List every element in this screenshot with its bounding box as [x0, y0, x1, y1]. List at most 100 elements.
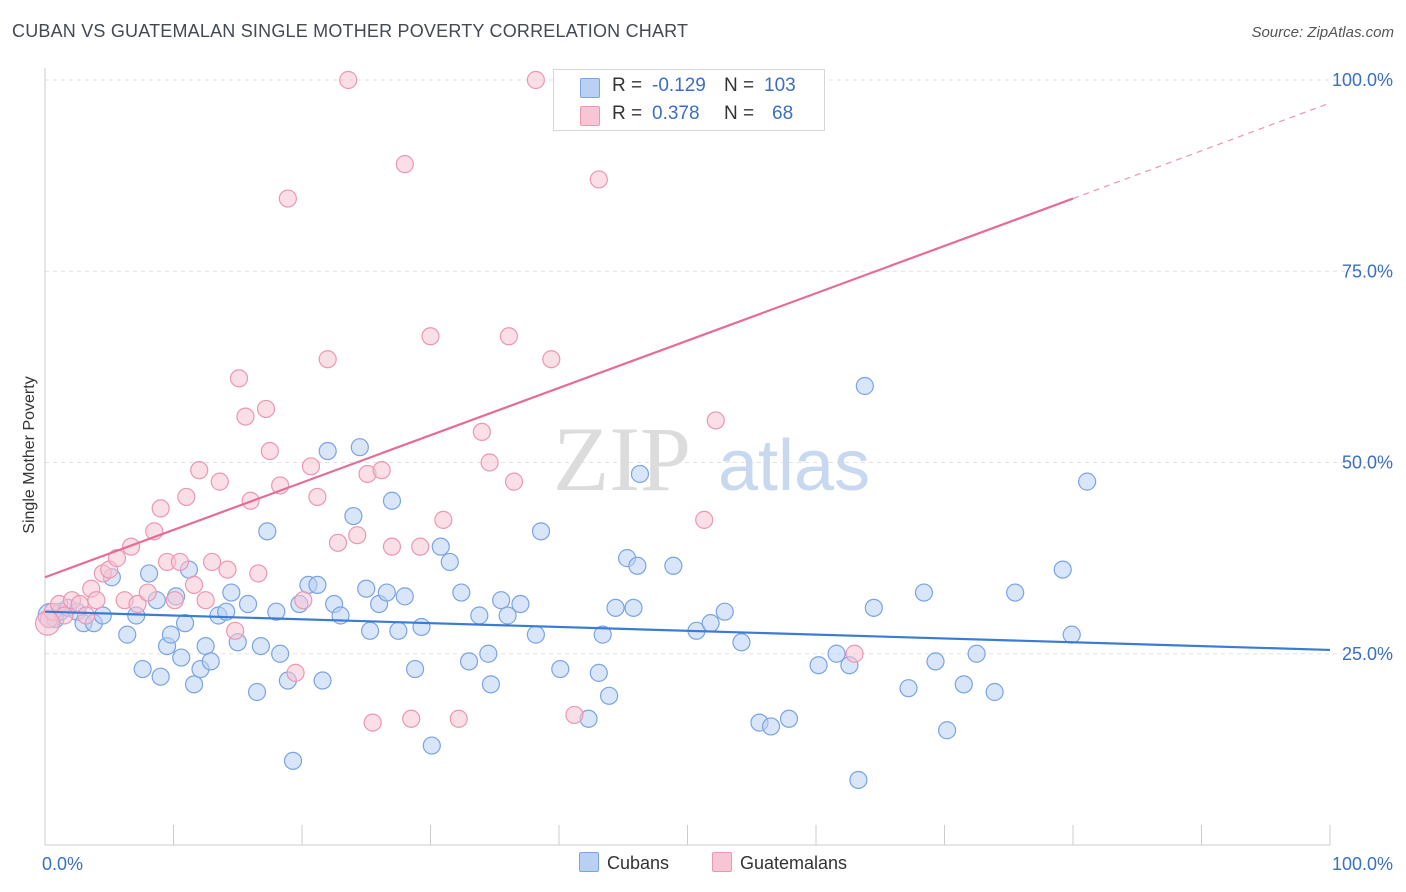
- legend-r-label: R =: [612, 103, 643, 124]
- cuban-point: [498, 606, 517, 625]
- cuban-point: [481, 675, 500, 694]
- trend-lines: [44, 102, 1331, 652]
- cuban-point: [967, 644, 986, 663]
- guatemalans-trend-extension: [1072, 102, 1331, 200]
- cuban-point: [382, 491, 402, 510]
- cuban-point: [318, 441, 337, 461]
- legend-r-value-guatemalans: 0.378: [652, 103, 700, 124]
- y-tick-label: 25.0%: [1342, 644, 1393, 664]
- guatemalan-point: [218, 560, 237, 579]
- guatemalan-point: [77, 606, 96, 625]
- cuban-point: [440, 552, 459, 572]
- guatemalan-point: [138, 583, 157, 602]
- guatemalan-point: [348, 526, 367, 545]
- guatemalan-point: [565, 705, 584, 725]
- cuban-point: [459, 652, 479, 671]
- guatemalan-point: [395, 155, 414, 174]
- guatemalan-point: [236, 407, 255, 426]
- cubans-trend-line: [44, 610, 1331, 652]
- legend-n-label: N =: [724, 103, 755, 124]
- legend-n-label: N =: [724, 75, 755, 96]
- guatemalan-point: [480, 453, 499, 472]
- cuban-point: [479, 644, 498, 663]
- guatemalan-point: [165, 591, 184, 610]
- cuban-point: [133, 659, 152, 679]
- guatemalans-points: [34, 70, 864, 732]
- y-tick-label: 100.0%: [1332, 70, 1393, 90]
- cuban-point: [222, 583, 241, 602]
- cuban-point: [899, 679, 918, 698]
- bottom-legend-swatch-guatemalans: [712, 852, 732, 872]
- watermark-atlas: atlas: [718, 426, 870, 506]
- guatemalan-point: [526, 70, 545, 90]
- watermark-zip: ZIP: [553, 408, 691, 510]
- cuban-point: [251, 636, 270, 656]
- cuban-point: [350, 438, 369, 457]
- cuban-point: [161, 625, 181, 644]
- cuban-point: [628, 556, 647, 575]
- guatemalan-point: [845, 644, 864, 663]
- cuban-point: [779, 709, 799, 728]
- cuban-point: [201, 652, 220, 671]
- cuban-point: [715, 602, 734, 621]
- cuban-point: [606, 598, 625, 617]
- guatemalan-point: [402, 709, 421, 728]
- chart-title: CUBAN VS GUATEMALAN SINGLE MOTHER POVERT…: [12, 21, 689, 41]
- guatemalan-point: [278, 189, 297, 208]
- cuban-point: [247, 682, 267, 702]
- legend-r-value-cubans: -0.129: [652, 75, 706, 96]
- guatemalan-point: [128, 594, 147, 614]
- cuban-point: [624, 598, 643, 617]
- cuban-point: [593, 625, 612, 644]
- cuban-point: [422, 736, 441, 755]
- cuban-point: [589, 663, 608, 682]
- watermark: ZIP atlas: [553, 408, 870, 510]
- legend-row-guatemalans: R = 0.378 N = 68: [554, 101, 824, 129]
- guatemalan-point: [190, 461, 209, 480]
- cuban-point: [937, 721, 957, 740]
- bottom-legend-guatemalans: Guatemalans: [712, 852, 847, 874]
- tick-labels: 25.0% 50.0% 75.0% 100.0% 0.0% 100.0%: [42, 70, 1393, 874]
- cuban-point: [926, 652, 945, 671]
- cuban-point: [238, 594, 258, 614]
- cuban-point: [308, 575, 327, 595]
- cuban-point: [395, 587, 414, 606]
- guatemalan-point: [499, 327, 518, 346]
- guatemalan-point: [472, 422, 491, 441]
- legend-swatch-guatemalans: [580, 106, 600, 126]
- axes: [44, 68, 1331, 846]
- cuban-point: [827, 644, 846, 663]
- cuban-point: [1053, 560, 1072, 579]
- cuban-point: [1006, 583, 1025, 602]
- guatemalan-point: [177, 487, 196, 507]
- cuban-point: [431, 537, 450, 556]
- guatemalan-point: [542, 350, 561, 369]
- cuban-point: [271, 644, 290, 663]
- cuban-point: [313, 671, 332, 690]
- cuban-point: [377, 583, 396, 602]
- cuban-point: [283, 751, 303, 770]
- guatemalan-point: [308, 487, 327, 507]
- legend-n-value-cubans: 103: [764, 75, 796, 96]
- cuban-point: [1078, 472, 1097, 491]
- cuban-point: [551, 659, 570, 679]
- bottom-legend-swatch-cubans: [579, 852, 599, 872]
- guatemalan-point: [170, 552, 190, 572]
- correlation-legend: R = -0.129 N = 103 R = 0.378 N = 68: [553, 69, 825, 131]
- cuban-point: [732, 633, 751, 652]
- cuban-point: [1062, 625, 1081, 644]
- cuban-point: [664, 556, 683, 575]
- guatemalan-point: [328, 533, 348, 552]
- cuban-point: [412, 617, 431, 637]
- cuban-point: [849, 770, 868, 790]
- legend-row-cubans: R = -0.129 N = 103: [554, 73, 824, 101]
- guatemalan-point: [210, 472, 229, 491]
- x-tick-label: 100.0%: [1332, 854, 1393, 874]
- cuban-point: [701, 614, 720, 633]
- cuban-point: [196, 636, 215, 656]
- guatemalan-point: [339, 70, 358, 90]
- guatemalan-point: [286, 663, 305, 682]
- guatemalan-point: [706, 411, 725, 430]
- legend-n-value-guatemalans: 68: [772, 103, 794, 124]
- guatemalans-trend-line: [44, 197, 1074, 579]
